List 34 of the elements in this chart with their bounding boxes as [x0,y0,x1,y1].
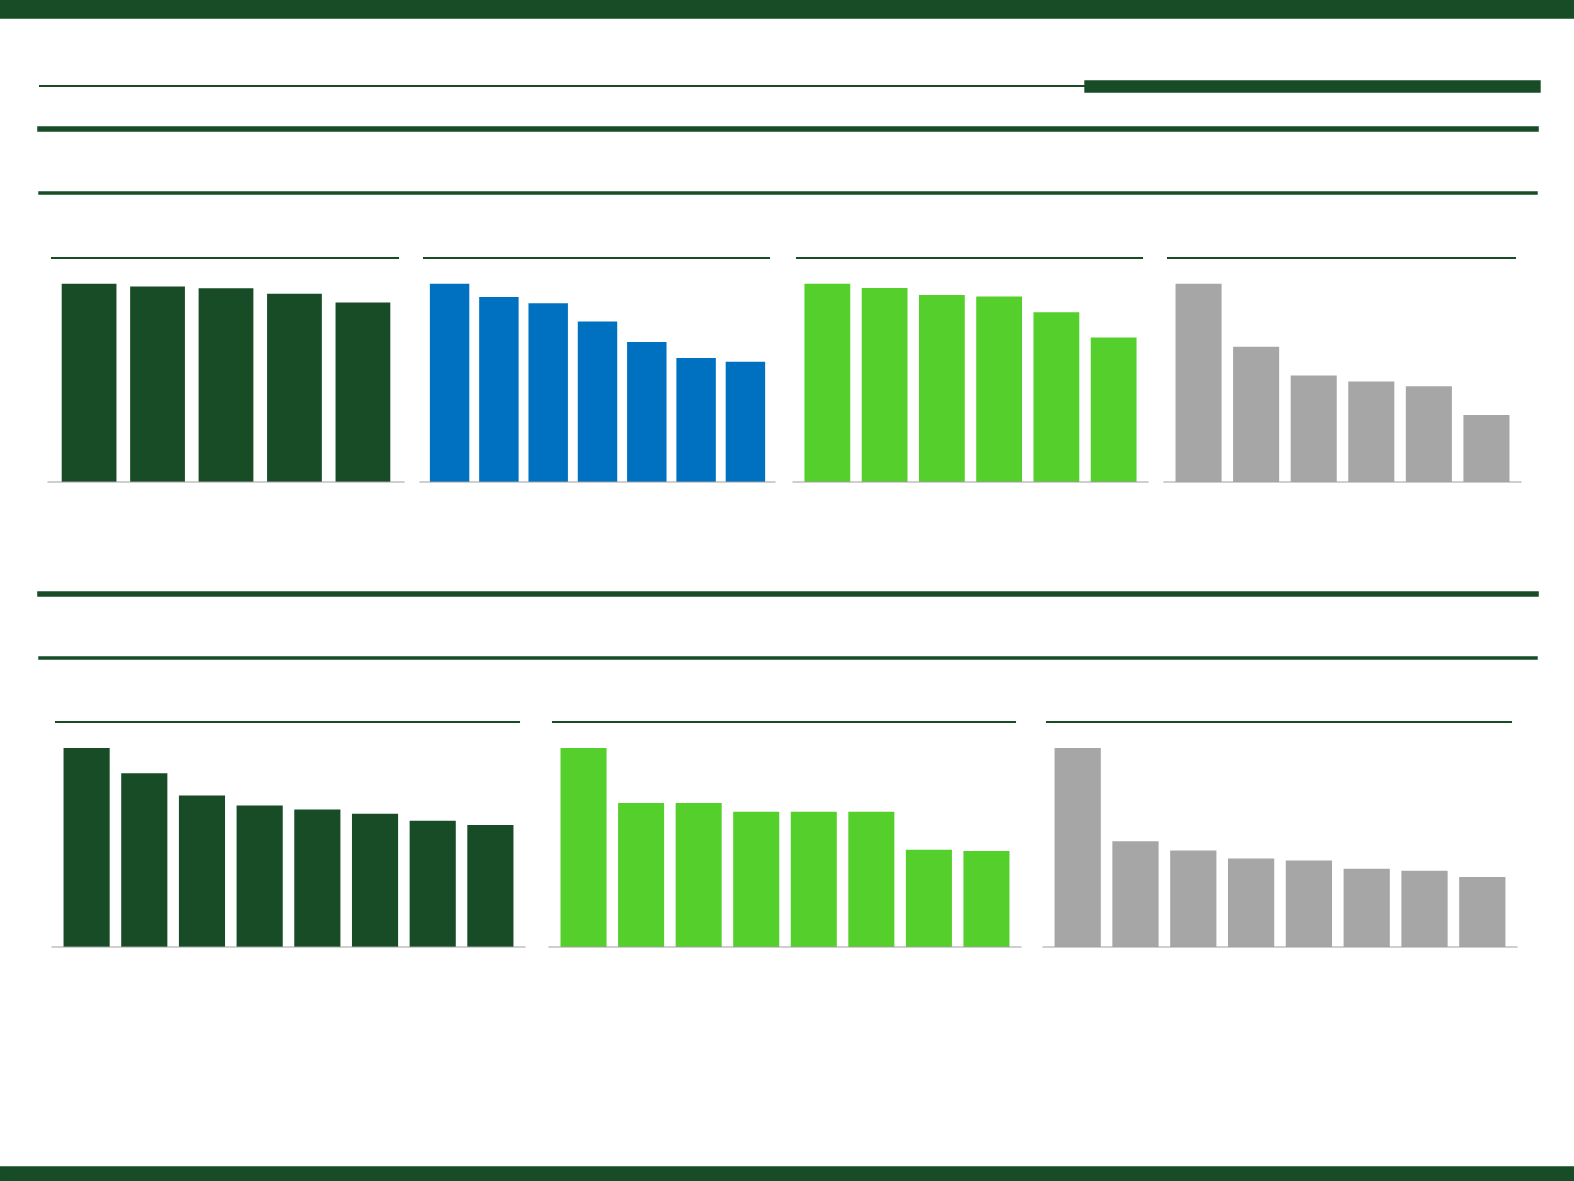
bar [618,803,665,947]
bar [1090,337,1137,482]
bar [479,297,519,482]
bar [560,747,607,947]
bar [676,357,716,482]
bar [121,773,168,947]
bar [1033,312,1080,482]
bar [976,296,1023,482]
bar [63,747,110,947]
bar [351,813,399,947]
bar [861,287,908,482]
bar [409,820,456,947]
bar [61,283,117,482]
bar [577,321,618,482]
bar [918,295,965,482]
bar [236,805,283,947]
bar [725,361,766,482]
bar [429,283,470,482]
bar [178,795,226,947]
bar [905,849,952,947]
bar [963,851,1010,947]
bar [267,293,322,482]
bar [804,283,851,482]
bar [335,302,391,482]
bar [130,286,185,482]
bar [467,824,514,947]
bar [733,811,780,947]
bar [294,809,341,947]
bar [790,811,837,947]
bar [627,342,667,482]
bar [528,303,568,482]
bar [198,288,254,482]
bar [675,803,722,947]
bar [848,811,895,947]
